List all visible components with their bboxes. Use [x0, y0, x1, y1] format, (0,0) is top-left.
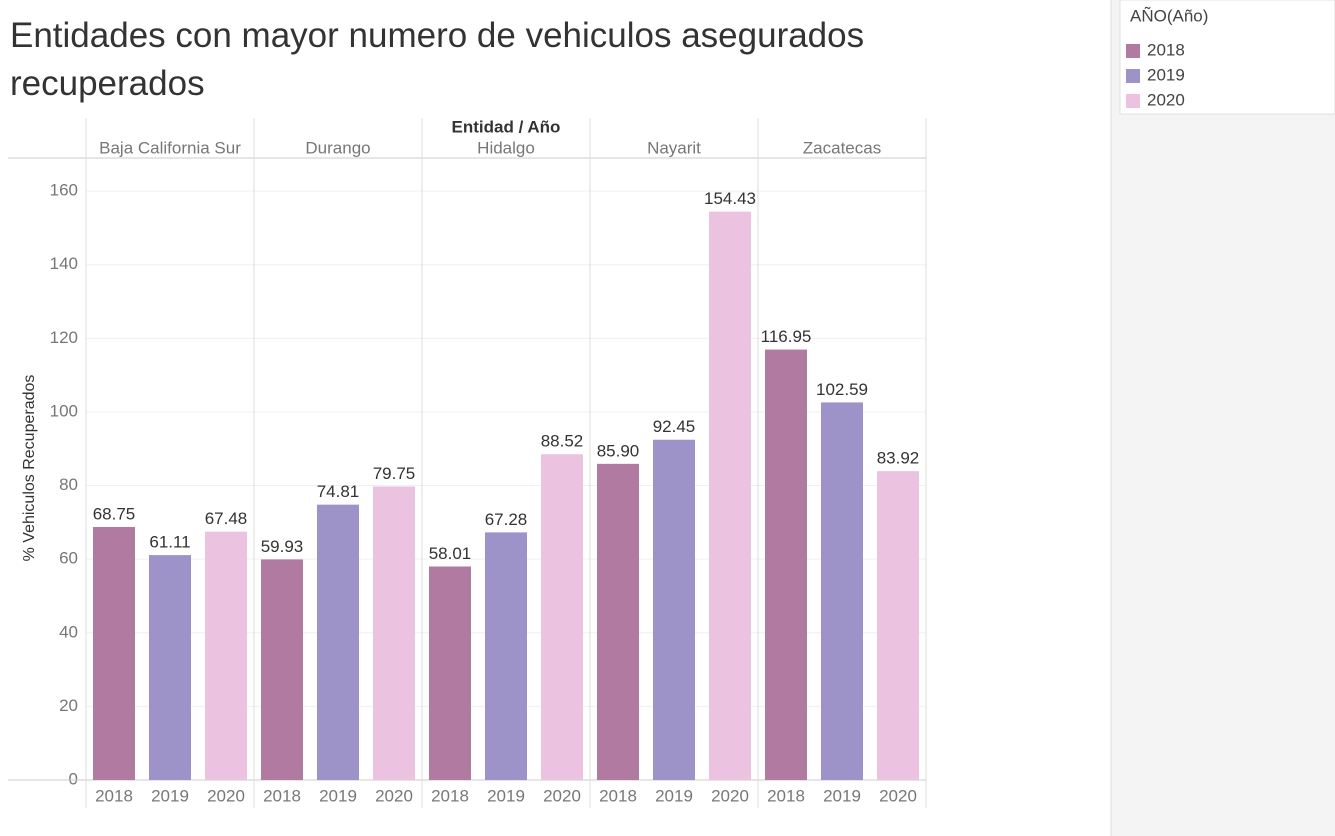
bar	[429, 566, 471, 780]
x-tick-label: 2018	[263, 786, 301, 805]
bar	[373, 486, 415, 780]
category-label: Hidalgo	[477, 138, 535, 157]
chart-title: Entidades con mayor numero de vehiculos …	[10, 16, 865, 103]
bar	[485, 532, 527, 780]
category-label: Durango	[305, 138, 370, 157]
legend-swatch	[1126, 44, 1140, 58]
value-label: 85.90	[597, 441, 640, 460]
value-label: 61.11	[149, 533, 190, 552]
y-tick-label: 0	[69, 769, 78, 788]
header: Entidad / Año	[452, 117, 561, 136]
x-tick-label: 2020	[543, 786, 581, 805]
value-label: 83.92	[877, 449, 920, 468]
bar	[653, 439, 695, 780]
legend-label: 2019	[1147, 65, 1185, 84]
bar	[205, 531, 247, 780]
legend-swatch	[1126, 94, 1140, 108]
bar	[261, 559, 303, 780]
value-label: 79.75	[373, 464, 416, 483]
value-label: 67.48	[205, 509, 248, 528]
bar	[765, 349, 807, 780]
legend-label: 2018	[1147, 40, 1185, 59]
bar	[93, 526, 135, 780]
value-label: 67.28	[485, 510, 528, 529]
x-tick-label: 2020	[879, 786, 917, 805]
x-tick-label: 2019	[655, 786, 693, 805]
y-tick-label: 140	[50, 254, 78, 273]
x-tick-label: 2020	[711, 786, 749, 805]
x-tick-label: 2019	[823, 786, 861, 805]
legend	[1119, 0, 1335, 115]
legend-swatch	[1126, 69, 1140, 83]
value-label: 74.81	[317, 482, 360, 501]
y-tick-label: 120	[50, 328, 78, 347]
value-label: 154.43	[704, 189, 756, 208]
x-tick-label: 2018	[599, 786, 637, 805]
value-label: 58.01	[429, 544, 472, 563]
y-tick-label: 160	[50, 181, 78, 200]
value-label: 88.52	[541, 432, 584, 451]
bar	[877, 471, 919, 780]
category-label: Zacatecas	[803, 138, 881, 157]
bar	[597, 463, 639, 780]
y-tick-label: 60	[59, 549, 78, 568]
legend-label: 2020	[1147, 90, 1185, 109]
y-tick-label: 80	[59, 475, 78, 494]
x-tick-label: 2019	[319, 786, 357, 805]
category-label: Baja California Sur	[99, 138, 241, 157]
side-panel	[1111, 0, 1335, 836]
x-tick-label: 2018	[431, 786, 469, 805]
y-tick-label: 100	[50, 401, 78, 420]
y-tick-label: 40	[59, 622, 78, 641]
value-label: 59.93	[261, 537, 304, 556]
x-tick-label: 2020	[207, 786, 245, 805]
bar	[541, 454, 583, 780]
value-label: 68.75	[93, 504, 136, 523]
x-tick-label: 2019	[151, 786, 189, 805]
bar	[709, 211, 751, 780]
x-tick-label: 2019	[487, 786, 525, 805]
value-label: 102.59	[816, 380, 868, 399]
bar	[149, 555, 191, 780]
y-axis-title: % Vehiculos Recuperados	[21, 375, 38, 562]
bar	[317, 504, 359, 780]
value-label: 92.45	[653, 417, 696, 436]
x-tick-label: 2018	[95, 786, 133, 805]
value-label: 116.95	[761, 327, 812, 346]
legend-title: AÑO(Año)	[1130, 6, 1208, 25]
x-tick-label: 2018	[767, 786, 805, 805]
bar	[821, 402, 863, 780]
y-tick-label: 20	[59, 696, 78, 715]
x-tick-label: 2020	[375, 786, 413, 805]
category-label: Nayarit	[647, 138, 701, 157]
